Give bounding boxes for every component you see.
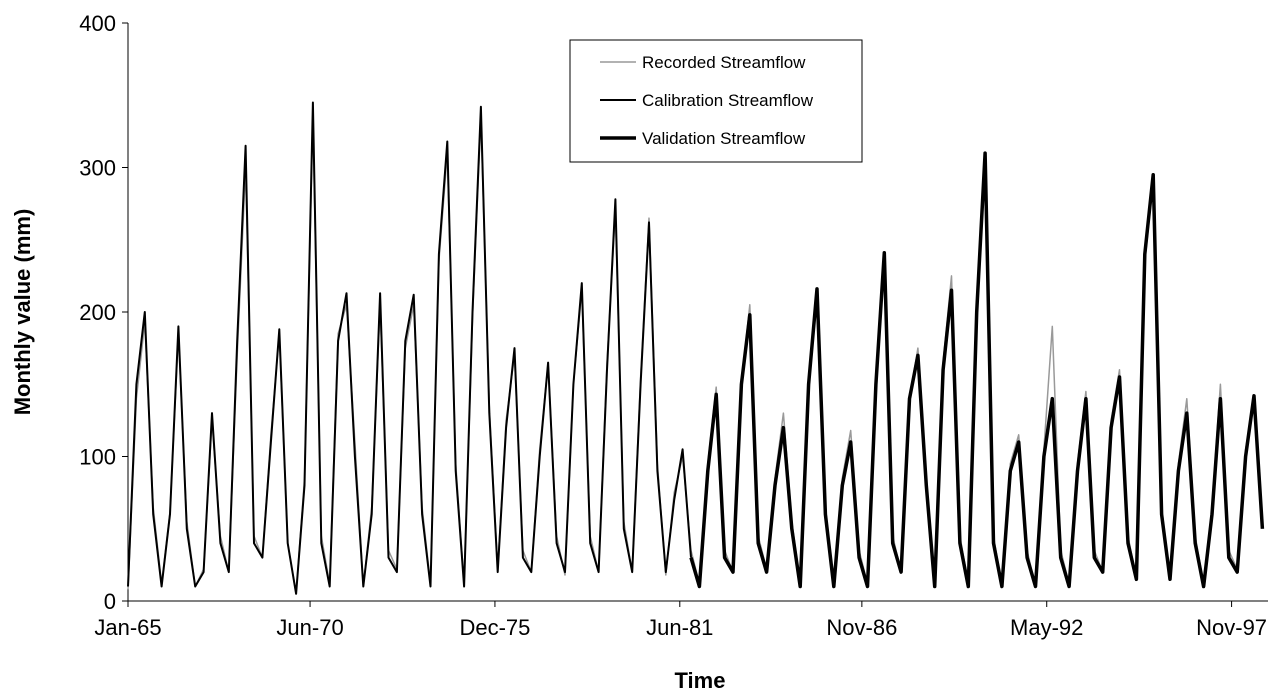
x-tick-label: Nov-86 [826,615,897,640]
x-tick-label: Jun-70 [276,615,343,640]
x-tick-label: Nov-97 [1196,615,1267,640]
x-tick-label: Jun-81 [646,615,713,640]
legend-label: Validation Streamflow [642,129,806,148]
y-tick-label: 400 [79,11,116,36]
x-tick-label: Jan-65 [94,615,161,640]
legend-label: Recorded Streamflow [642,53,806,72]
y-tick-label: 300 [79,156,116,181]
y-tick-label: 200 [79,300,116,325]
series-line [127,101,692,595]
x-tick-label: Dec-75 [459,615,530,640]
legend-label: Calibration Streamflow [642,91,814,110]
x-axis-title: Time [675,668,726,693]
series-line [689,151,1265,589]
y-axis-title: Monthly value (mm) [10,209,35,416]
y-tick-label: 0 [104,589,116,614]
x-tick-label: May-92 [1010,615,1083,640]
y-tick-label: 100 [79,445,116,470]
